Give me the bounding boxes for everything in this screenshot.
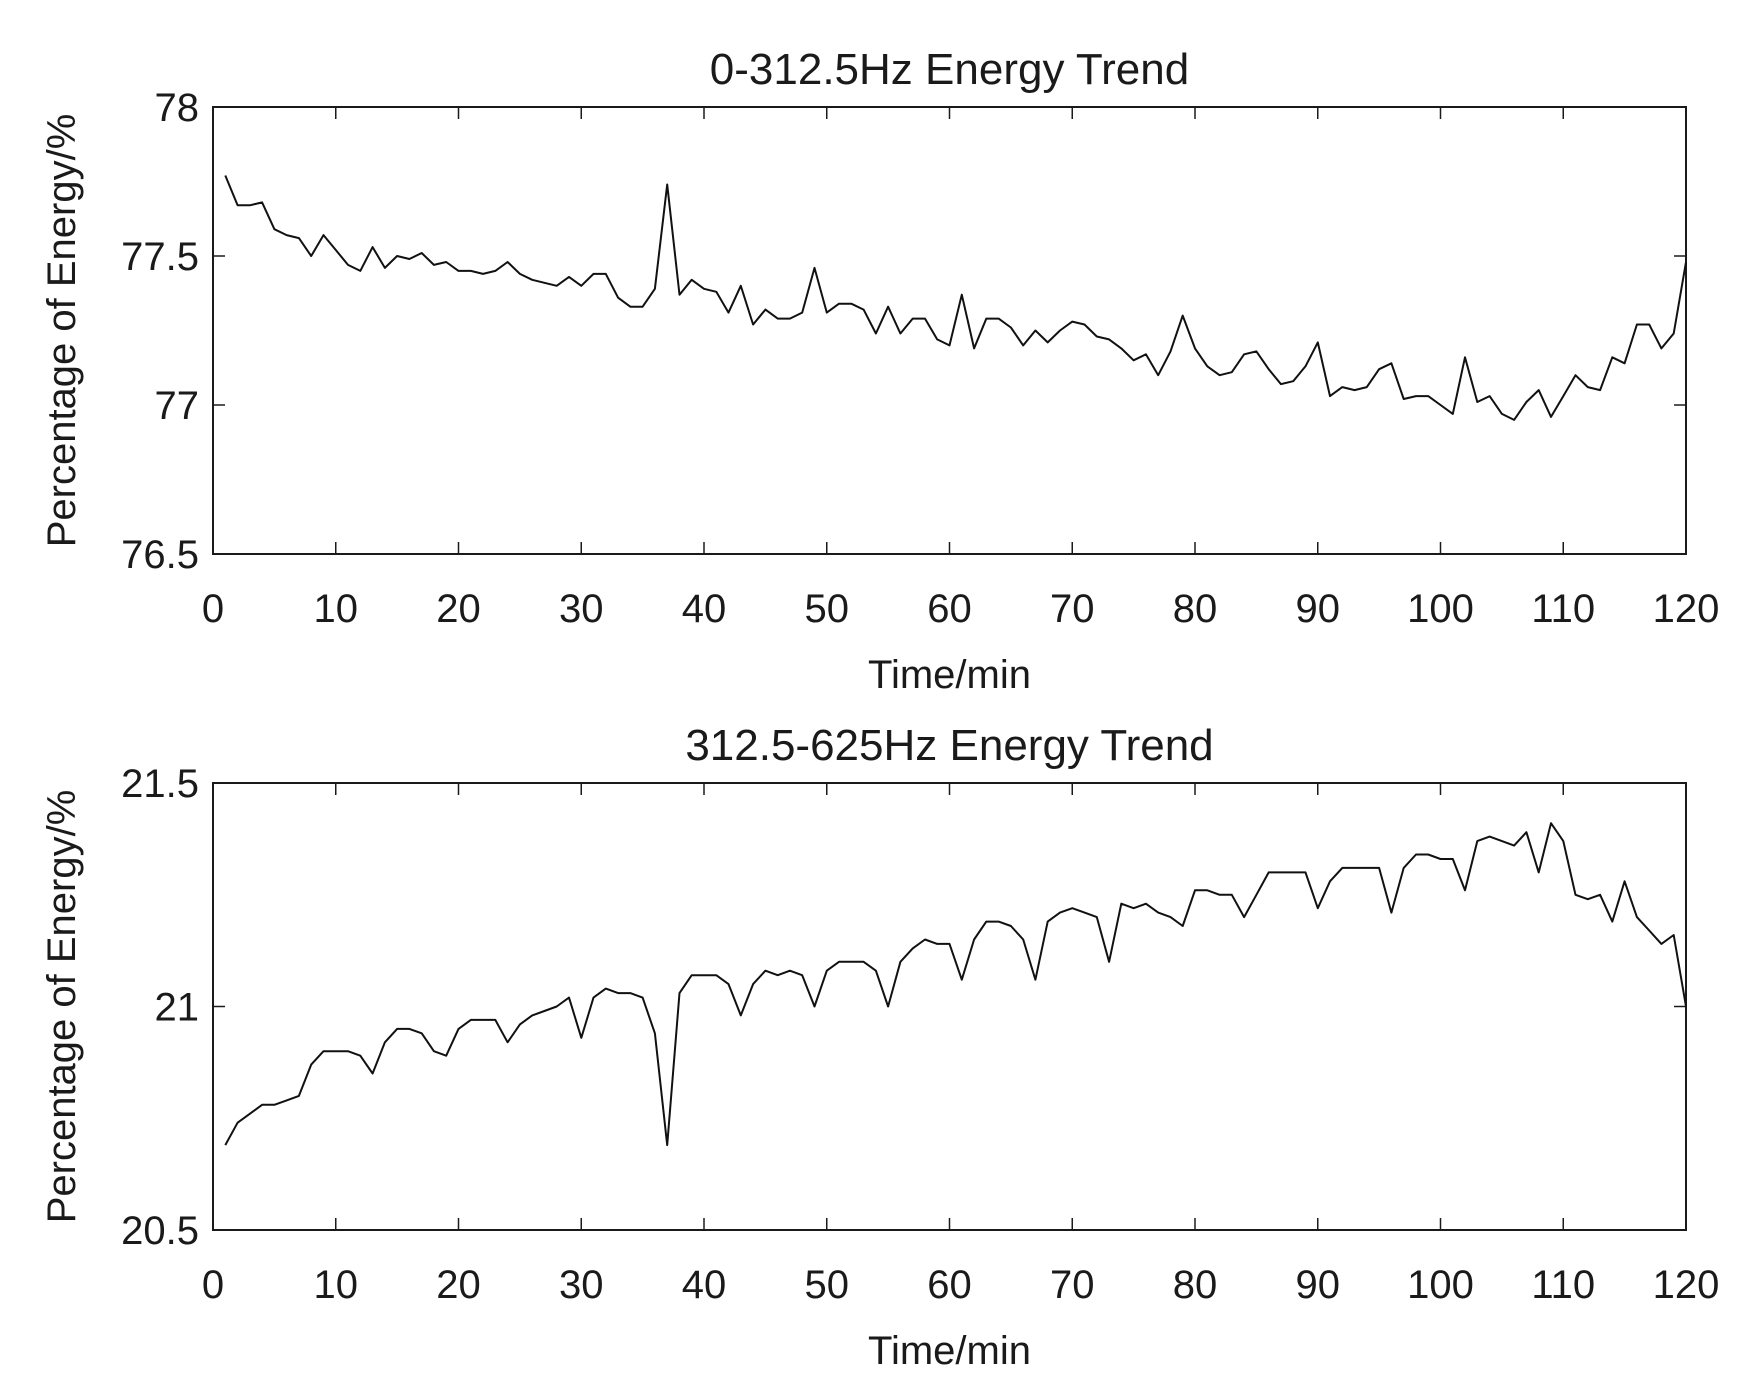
y-tick-label: 77.5: [121, 235, 199, 279]
y-tick-label: 21.5: [121, 762, 199, 806]
series-line-1: [224, 175, 1687, 421]
plot-frame: [212, 782, 1687, 1231]
x-tick-label: 0: [202, 1263, 224, 1307]
x-tick-label: 40: [682, 587, 727, 631]
y-axis-label: Percentage of Energy/%: [40, 790, 84, 1224]
x-tick-label: 10: [314, 587, 359, 631]
x-tick-label: 20: [436, 1263, 481, 1307]
x-tick-label: 100: [1407, 587, 1474, 631]
x-tick-label: 100: [1407, 1263, 1474, 1307]
x-tick-label: 20: [436, 587, 481, 631]
x-tick-label: 90: [1296, 587, 1341, 631]
x-tick-label: 10: [314, 1263, 359, 1307]
x-tick-label: 120: [1653, 587, 1720, 631]
x-tick-label: 110: [1531, 587, 1595, 631]
x-tick-label: 70: [1050, 1263, 1095, 1307]
chart-title: 0-312.5Hz Energy Trend: [710, 45, 1189, 94]
subplot-2: 312.5-625Hz Energy Trend 0 10 20 30 40 50 60 70 8…: [40, 721, 1719, 1373]
y-tick-label: 78: [155, 86, 200, 130]
x-axis-label: Time/min: [868, 1329, 1031, 1373]
x-tick-label: 80: [1173, 587, 1218, 631]
x-axis-label: Time/min: [868, 653, 1031, 697]
x-tick-label: 60: [927, 587, 972, 631]
y-tick-label: 21: [155, 986, 200, 1030]
x-tick-label: 50: [805, 1263, 850, 1307]
x-tick-label: 120: [1653, 1263, 1720, 1307]
y-axis-label: Percentage of Energy/%: [40, 114, 84, 548]
y-tick-label: 76.5: [121, 533, 199, 577]
x-tick-label: 60: [927, 1263, 972, 1307]
x-tick-label: 30: [559, 587, 604, 631]
y-tick-label: 77: [155, 384, 200, 428]
x-tick-label: 80: [1173, 1263, 1218, 1307]
x-tick-label: 90: [1296, 1263, 1341, 1307]
chart-title: 312.5-625Hz Energy Trend: [685, 721, 1213, 770]
plot-frame: [212, 106, 1687, 555]
x-tick-label: 40: [682, 1263, 727, 1307]
x-tick-label: 70: [1050, 587, 1095, 631]
y-tick-label: 20.5: [121, 1209, 199, 1253]
subplot-1: 0-312.5Hz Energy Trend 0 10 20 30 40 50 60 70 80 9…: [40, 45, 1719, 697]
x-tick-label: 110: [1531, 1263, 1595, 1307]
x-tick-label: 50: [805, 587, 850, 631]
x-tick-label: 0: [202, 587, 224, 631]
x-tick-label: 30: [559, 1263, 604, 1307]
series-line-2: [224, 822, 1687, 1147]
